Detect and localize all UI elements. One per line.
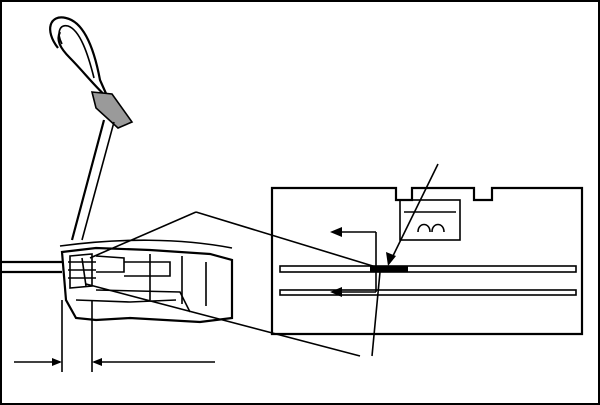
cable-tie-leader-right [195,211,387,271]
section-view-drawing [2,239,234,372]
terminal-leader [389,163,439,263]
cable-tie-drawing [49,16,134,241]
section-marker-arrow-top [330,227,342,237]
short-spring-leader-left [85,283,361,357]
connector-front-view [270,186,584,336]
section-marker-arrow-bottom [330,287,342,297]
short-spring-leader-right [371,271,381,357]
cable-tie-leader-left [89,211,197,259]
